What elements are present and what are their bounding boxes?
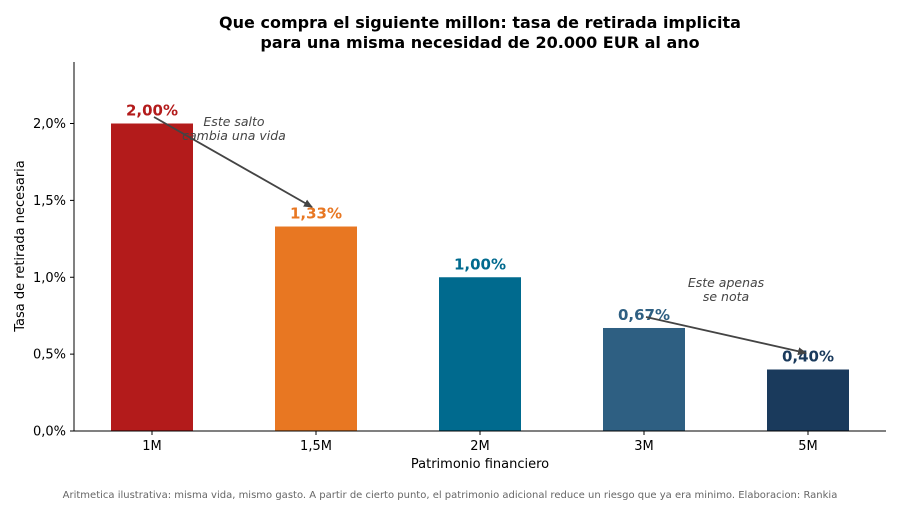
y-axis-label: Tasa de retirada necesaria <box>13 160 28 332</box>
annotation-arrow-1 <box>645 316 807 356</box>
chart-title-line-2: para una misma necesidad de 20.000 EUR a… <box>260 33 699 52</box>
annotation-text-0-line-2: cambia una vida <box>182 128 286 143</box>
bar-value-label-2: 1,00% <box>454 255 506 273</box>
x-tick-label-2: 2M <box>470 439 490 454</box>
footnote: Aritmetica ilustrativa: misma vida, mism… <box>62 490 838 501</box>
bar-value-label-1: 1,33% <box>290 205 342 223</box>
y-tick-label-1: 0,5% <box>33 348 66 363</box>
y-tick-label-3: 1,5% <box>33 194 66 209</box>
annotation-text-1-line-2: se nota <box>703 289 749 304</box>
bar-0 <box>111 123 193 431</box>
chart-title-line-1: Que compra el siguiente millon: tasa de … <box>219 13 741 32</box>
y-tick-label-0: 0,0% <box>33 425 66 440</box>
annotation-text-0-line-1: Este salto <box>203 114 265 129</box>
bar-value-label-4: 0,40% <box>782 348 834 366</box>
bar-value-label-0: 2,00% <box>126 102 178 120</box>
x-tick-label-4: 5M <box>798 439 818 454</box>
plot-area: 2,00%1,33%1,00%0,67%0,40%0,0%0,5%1,0%1,5… <box>33 62 886 454</box>
y-tick-label-4: 2,0% <box>33 117 66 132</box>
y-tick-label-2: 1,0% <box>33 271 66 286</box>
bar-3 <box>603 327 685 431</box>
bar-2 <box>439 277 521 431</box>
x-axis-label: Patrimonio financiero <box>411 457 549 472</box>
annotation-arrow-0 <box>153 116 313 208</box>
x-tick-label-0: 1M <box>142 439 162 454</box>
bar-1 <box>275 226 357 431</box>
annotation-text-1-line-1: Este apenas <box>688 275 765 290</box>
x-tick-label-1: 1,5M <box>300 439 332 454</box>
bar-4 <box>767 369 849 431</box>
x-tick-label-3: 3M <box>634 439 654 454</box>
